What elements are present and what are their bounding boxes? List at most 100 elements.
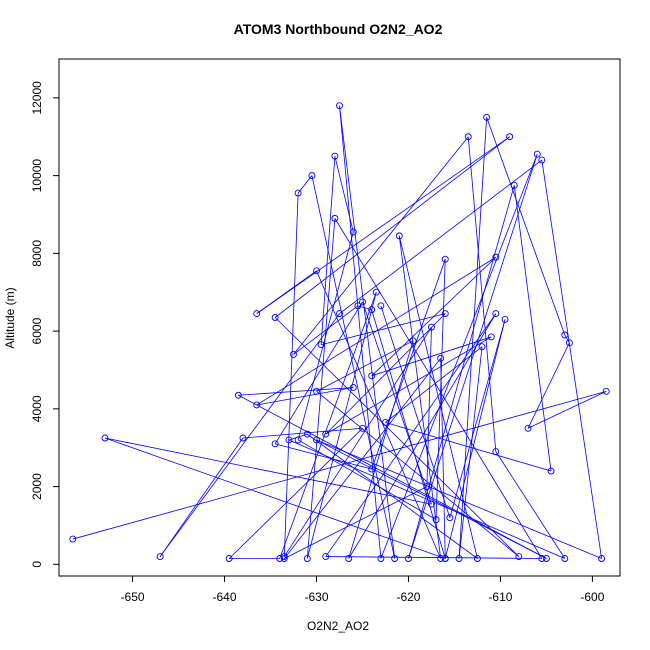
series-segment (325, 313, 446, 435)
series-segment (495, 451, 566, 559)
data-point (317, 341, 325, 349)
data-point (303, 430, 311, 438)
series-segment (297, 231, 354, 441)
series-segment (274, 301, 363, 445)
data-point (368, 306, 376, 314)
series-segment (435, 259, 446, 520)
series-segment (321, 313, 446, 346)
series-segment (334, 156, 354, 233)
series-segment (316, 340, 414, 392)
data-point (331, 152, 339, 160)
data-point (382, 419, 389, 426)
data-point (455, 555, 463, 562)
series-segment (371, 259, 446, 470)
data-point (359, 298, 366, 306)
series-segment (440, 358, 446, 559)
x-tick-label: -630 (304, 590, 328, 604)
series-segment (380, 154, 538, 559)
y-tick-label: 0 (30, 561, 44, 568)
data-point (478, 343, 486, 351)
series-segment (362, 301, 432, 505)
data-point (322, 430, 330, 438)
data-point (423, 483, 431, 491)
data-point (225, 555, 233, 562)
series-segment (348, 340, 414, 559)
data-point (313, 267, 320, 275)
x-axis: -650 -640 -630 -620 -610 -600 (121, 575, 605, 604)
series-segment (275, 443, 372, 470)
data-point (377, 555, 385, 562)
series-segment (449, 319, 506, 518)
data-point (565, 339, 573, 347)
series-segment (398, 235, 442, 559)
data-point (487, 333, 495, 341)
data-point (368, 372, 376, 380)
data-point (69, 535, 77, 543)
data-point (372, 288, 380, 296)
series-segment (159, 313, 340, 557)
data-point (354, 302, 362, 310)
x-tick-label: -620 (396, 590, 420, 604)
data-point (391, 555, 399, 562)
series-segment (348, 313, 497, 559)
data-point (437, 555, 445, 562)
x-tick-label: -610 (488, 590, 512, 604)
series-segment (242, 427, 363, 439)
series-segment (238, 394, 547, 559)
data-point (285, 436, 293, 444)
series-segment (316, 439, 602, 559)
data-point (446, 514, 454, 522)
x-tick-label: -640 (213, 590, 237, 604)
series-segment (527, 342, 570, 429)
series-segment (316, 439, 547, 559)
data-point (303, 555, 311, 562)
series-segment (104, 437, 446, 559)
series-segment (274, 136, 510, 318)
data-point (336, 310, 343, 318)
series-segment (541, 160, 603, 559)
data-point (561, 331, 569, 339)
data-point (441, 555, 449, 562)
data-point (234, 391, 242, 399)
series-segment (72, 390, 607, 540)
data-point (156, 553, 164, 561)
data-point (276, 555, 284, 562)
data-point (533, 150, 541, 158)
x-tick-label: -650 (121, 590, 145, 604)
y-tick-label: 2000 (30, 473, 44, 500)
data-point (313, 387, 320, 395)
data-point (280, 553, 288, 561)
data-point (492, 310, 500, 318)
series-segment (238, 387, 354, 396)
data-point (271, 314, 279, 321)
data-point (602, 387, 610, 395)
data-point (441, 310, 449, 318)
series-segment (320, 156, 336, 345)
y-tick-label: 12000 (30, 81, 44, 115)
series-segment (159, 437, 244, 557)
series-segment (467, 136, 497, 452)
data-point (409, 337, 417, 345)
series-segment (256, 387, 354, 406)
data-point (428, 323, 435, 331)
data-point (336, 102, 343, 110)
data-point (253, 310, 261, 318)
data-point (331, 214, 339, 222)
series-segment (458, 117, 488, 559)
series-segment (325, 556, 542, 559)
series-segment (527, 390, 607, 429)
data-point (441, 255, 449, 263)
data-point (322, 553, 330, 561)
data-point (359, 424, 366, 432)
series-segment (306, 218, 336, 559)
x-axis-label: O2N2_AO2 (307, 619, 369, 633)
data-point (437, 354, 445, 362)
data-point (395, 232, 403, 240)
chart-title: ATOM3 Northbound O2N2_AO2 (234, 21, 443, 37)
series-segment (316, 391, 520, 557)
series-segment (104, 437, 432, 505)
series-segment (339, 105, 396, 559)
series-segment (274, 317, 520, 557)
data-point (101, 434, 109, 442)
data-point (290, 350, 297, 358)
